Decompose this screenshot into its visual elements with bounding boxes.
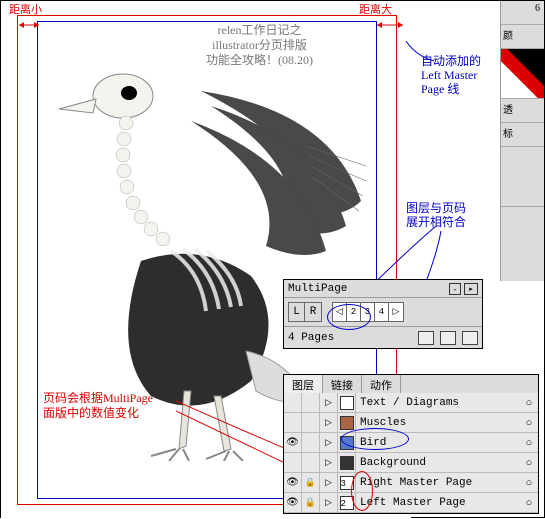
auto-note-l3: Page 线 — [421, 82, 481, 96]
layer-expand-icon[interactable]: ▷ — [320, 473, 338, 493]
right-tool-strip: 6 颜 透 标 — [500, 1, 544, 281]
tab-links[interactable]: 链接 — [323, 375, 362, 393]
multipage-header[interactable]: MultiPage - ▸ — [284, 280, 482, 298]
layer-visibility-icon[interactable] — [284, 393, 302, 413]
layer-lock-icon[interactable] — [302, 393, 320, 413]
layers-panel: 图层 链接 动作 ▷Text / Diagrams○▷Muscles○▷Bird… — [283, 374, 539, 514]
title-line1: relen工作日记之 — [206, 23, 313, 38]
label-distance-large: 距离大 — [359, 1, 392, 17]
page-number-note: 页码会根据MultiPage 面版中的数值变化 — [43, 391, 183, 421]
auto-note-l1: 自动添加的 — [421, 54, 481, 68]
layer-lock-icon[interactable] — [302, 433, 320, 453]
layer-match-l1: 图层与页码 — [406, 201, 466, 215]
multipage-lr-toggle[interactable]: L R — [288, 302, 322, 322]
page-4-button[interactable]: 4 — [375, 303, 389, 321]
layer-name: Right Master Page — [356, 477, 520, 489]
layer-lock-icon[interactable] — [302, 413, 320, 433]
lr-left[interactable]: L — [289, 303, 305, 321]
layer-target-icon[interactable]: ○ — [520, 497, 538, 509]
layer-expand-icon[interactable]: ▷ — [320, 433, 338, 453]
lr-right[interactable]: R — [305, 303, 321, 321]
layer-target-icon[interactable]: ○ — [520, 417, 538, 429]
layer-swatch — [338, 393, 356, 413]
layer-visibility-icon[interactable] — [284, 493, 302, 513]
delete-page-icon[interactable] — [462, 331, 478, 345]
layer-row[interactable]: ▷ Text / Diagrams○ — [284, 393, 538, 413]
layer-expand-icon[interactable]: ▷ — [320, 493, 338, 513]
page-count-label: 4 Pages — [288, 332, 412, 344]
multipage-panel: MultiPage - ▸ L R ◁ 2 3 4 ▷ 4 Pages — [283, 279, 483, 349]
layer-lock-icon[interactable] — [302, 473, 320, 493]
page-prev-icon[interactable]: ◁ — [333, 303, 347, 321]
layer-name: Muscles — [356, 417, 520, 429]
page-note-l2: 面版中的数值变化 — [43, 406, 183, 421]
duplicate-page-icon[interactable] — [440, 331, 456, 345]
layer-page-match-note: 图层与页码 展开相符合 — [406, 201, 466, 229]
panel-menu-icon[interactable]: ▸ — [464, 283, 478, 295]
layer-target-icon[interactable]: ○ — [520, 457, 538, 469]
layers-list: ▷Text / Diagrams○▷Muscles○▷Bird○▷Backgro… — [284, 393, 538, 513]
layer-name: Text / Diagrams — [356, 397, 520, 409]
layer-row[interactable]: ▷3Right Master Page○ — [284, 473, 538, 493]
label-distance-small: 距离小 — [9, 1, 42, 17]
layer-expand-icon[interactable]: ▷ — [320, 413, 338, 433]
layer-lock-icon[interactable] — [302, 493, 320, 513]
strip-swatch-icon[interactable] — [501, 49, 544, 99]
multipage-nav-row: L R ◁ 2 3 4 ▷ — [284, 298, 482, 326]
layer-row[interactable]: ▷2Left Master Page○ — [284, 493, 538, 513]
multipage-footer: 4 Pages — [284, 326, 482, 348]
layers-tabs: 图层 链接 动作 — [284, 375, 538, 393]
layer-swatch: 2 — [338, 493, 356, 513]
layer-row[interactable]: ▷ Muscles○ — [284, 413, 538, 433]
page-note-l1: 页码会根据MultiPage — [43, 391, 183, 406]
layer-name: Bird — [356, 437, 520, 449]
layer-swatch — [338, 453, 356, 473]
strip-spacer — [501, 147, 544, 207]
layer-swatch — [338, 413, 356, 433]
layer-visibility-icon[interactable] — [284, 433, 302, 453]
layer-target-icon[interactable]: ○ — [520, 437, 538, 449]
strip-number: 6 — [501, 1, 544, 25]
layer-swatch — [338, 433, 356, 453]
layer-lock-icon[interactable] — [302, 453, 320, 473]
layer-visibility-icon[interactable] — [284, 413, 302, 433]
tab-actions[interactable]: 动作 — [362, 375, 401, 393]
layer-target-icon[interactable]: ○ — [520, 477, 538, 489]
panel-minimize-icon[interactable]: - — [449, 283, 461, 295]
tab-layers[interactable]: 图层 — [284, 375, 323, 393]
auto-note-l2: Left Master — [421, 68, 481, 82]
layer-name: Left Master Page — [356, 497, 520, 509]
layer-visibility-icon[interactable] — [284, 473, 302, 493]
layer-name: Background — [356, 457, 520, 469]
layer-expand-icon[interactable]: ▷ — [320, 453, 338, 473]
new-page-icon[interactable] — [418, 331, 434, 345]
strip-color-tab[interactable]: 颜 — [501, 25, 544, 49]
layer-expand-icon[interactable]: ▷ — [320, 393, 338, 413]
strip-label-tab[interactable]: 标 — [501, 123, 544, 147]
page-next-icon[interactable]: ▷ — [389, 303, 403, 321]
layer-row[interactable]: ▷ Background○ — [284, 453, 538, 473]
auto-master-page-note: 自动添加的 Left Master Page 线 — [421, 54, 481, 96]
page-3-button[interactable]: 3 — [361, 303, 375, 321]
multipage-page-nav: ◁ 2 3 4 ▷ — [332, 302, 404, 322]
multipage-title: MultiPage — [288, 283, 449, 295]
layer-row[interactable]: ▷ Bird○ — [284, 433, 538, 453]
page-2-button[interactable]: 2 — [347, 303, 361, 321]
layer-swatch: 3 — [338, 473, 356, 493]
layer-target-icon[interactable]: ○ — [520, 397, 538, 409]
layer-match-l2: 展开相符合 — [406, 215, 466, 229]
strip-trans-tab[interactable]: 透 — [501, 99, 544, 123]
layer-visibility-icon[interactable] — [284, 453, 302, 473]
